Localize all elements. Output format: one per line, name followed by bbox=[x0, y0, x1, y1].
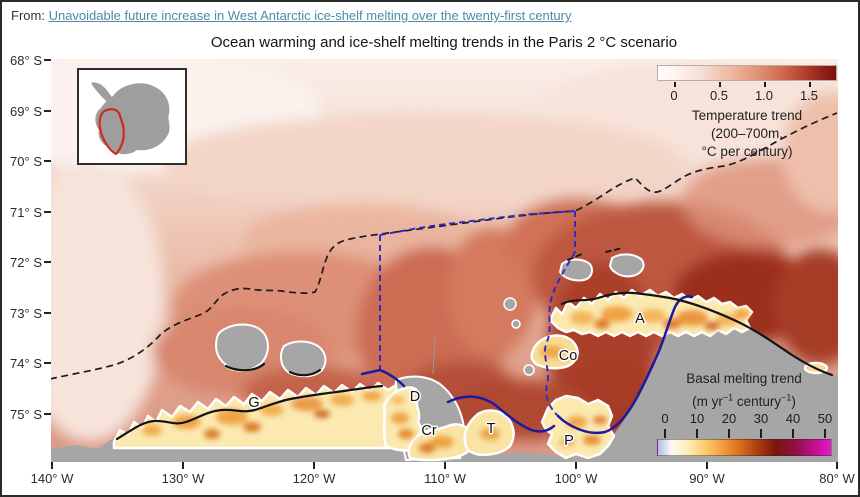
y-axis-label: 75° S bbox=[10, 407, 42, 422]
basal-legend-title: Basal melting trend (m yr−1 century−1) bbox=[686, 370, 802, 411]
basal-colorbar-tick bbox=[760, 429, 762, 438]
blue-dashed-study-box bbox=[379, 210, 576, 417]
map-canvas: G D Cr T P Co A bbox=[51, 59, 838, 462]
amundsen-sector-outline bbox=[98, 108, 125, 156]
label-abbot: A bbox=[635, 311, 645, 327]
basal-legend-line1: Basal melting trend bbox=[686, 371, 802, 386]
x-axis-label: 120° W bbox=[292, 471, 336, 486]
x-tick bbox=[706, 462, 708, 469]
x-tick bbox=[313, 462, 315, 469]
shelf-break-dashed-contour bbox=[51, 112, 838, 380]
island-embayment-3 bbox=[523, 364, 535, 376]
y-axis-label: 70° S bbox=[10, 154, 42, 169]
black-coastline bbox=[115, 247, 834, 441]
y-tick bbox=[44, 362, 51, 364]
y-axis-label: 73° S bbox=[10, 306, 42, 321]
label-pine-island: P bbox=[564, 433, 574, 449]
x-axis-label: 100° W bbox=[554, 471, 598, 486]
temperature-legend-title: Temperature trend (200–700m, °C per cent… bbox=[692, 107, 802, 161]
basal-tick-label: 10 bbox=[689, 411, 705, 426]
island-carney bbox=[279, 340, 327, 378]
temperature-tick-label: 0.5 bbox=[709, 88, 729, 103]
grounding-line-streak bbox=[432, 333, 436, 375]
temperature-legend-line1: Temperature trend bbox=[691, 108, 803, 123]
temperature-colorbar-tick bbox=[809, 82, 811, 87]
basal-melting-colorbar bbox=[657, 439, 832, 456]
label-thwaites: T bbox=[487, 421, 496, 437]
y-tick bbox=[44, 160, 51, 162]
y-tick bbox=[44, 312, 51, 314]
island-north-abbot-2 bbox=[608, 253, 645, 278]
temperature-tick-label: 1.0 bbox=[754, 88, 774, 103]
temperature-legend-line3: °C per century) bbox=[701, 144, 793, 159]
basal-unit-seg3: ) bbox=[791, 393, 796, 409]
label-crosson: Cr bbox=[421, 423, 436, 439]
melt-mottling bbox=[142, 306, 750, 453]
basal-colorbar-tick bbox=[792, 429, 794, 438]
label-getz: G bbox=[248, 395, 259, 411]
basal-colorbar-tick bbox=[824, 429, 826, 438]
y-tick bbox=[44, 261, 51, 263]
temperature-colorbar-tick bbox=[674, 82, 676, 87]
x-axis-label: 80° W bbox=[819, 471, 855, 486]
y-tick bbox=[44, 211, 51, 213]
y-axis-label: 69° S bbox=[10, 104, 42, 119]
basal-colorbar-tick bbox=[696, 429, 698, 438]
temperature-legend-line2: (200–700m, bbox=[710, 126, 784, 141]
basal-tick-label: 20 bbox=[721, 411, 737, 426]
x-tick bbox=[575, 462, 577, 469]
y-axis-label: 72° S bbox=[10, 255, 42, 270]
island-siple bbox=[214, 323, 269, 372]
island-embayment-1 bbox=[503, 297, 517, 311]
x-axis-label: 90° W bbox=[689, 471, 725, 486]
figure-title: Ocean warming and ice-shelf melting tren… bbox=[210, 34, 678, 51]
basal-colorbar-tick bbox=[728, 429, 730, 438]
x-tick bbox=[444, 462, 446, 469]
basal-tick-label: 30 bbox=[753, 411, 769, 426]
basal-colorbar-tick bbox=[664, 429, 666, 438]
label-dotson: D bbox=[410, 389, 420, 405]
y-tick bbox=[44, 110, 51, 112]
antarctica-inset-map bbox=[77, 68, 187, 165]
article-link[interactable]: Unavoidable future increase in West Anta… bbox=[48, 8, 572, 23]
y-axis-label: 71° S bbox=[10, 205, 42, 220]
y-tick bbox=[44, 413, 51, 415]
x-axis-label: 130° W bbox=[161, 471, 205, 486]
island-embayment-2 bbox=[511, 319, 521, 329]
label-cosgrove: Co bbox=[559, 348, 578, 364]
x-axis-label: 140° W bbox=[30, 471, 74, 486]
temperature-tick-label: 0 bbox=[670, 88, 678, 103]
shelf-letter-labels: G D Cr T P Co A bbox=[247, 310, 647, 451]
islands bbox=[214, 253, 645, 378]
basal-unit-sup1: −1 bbox=[722, 392, 734, 402]
y-axis-label: 68° S bbox=[10, 53, 42, 68]
antarctica-inset-svg bbox=[91, 82, 170, 156]
blue-dashed-embayment-west bbox=[544, 251, 576, 417]
basal-unit-sup2: −1 bbox=[781, 392, 792, 402]
x-axis-label: 110° W bbox=[424, 471, 466, 486]
basal-legend-units: (m yr−1 century−1) bbox=[692, 392, 796, 409]
temperature-colorbar-tick bbox=[719, 82, 721, 87]
antarctic-peninsula bbox=[91, 82, 115, 104]
x-tick bbox=[836, 462, 838, 469]
basal-tick-label: 0 bbox=[661, 411, 669, 426]
x-tick bbox=[51, 462, 53, 469]
temperature-colorbar bbox=[657, 65, 837, 81]
breadcrumb: From: Unavoidable future increase in Wes… bbox=[11, 8, 571, 23]
land-ice-mask bbox=[51, 302, 838, 462]
blue-dashed-north-edge bbox=[379, 210, 576, 236]
basal-tick-label: 50 bbox=[817, 411, 833, 426]
navy-coastline bbox=[360, 295, 694, 435]
y-axis-label: 74° S bbox=[10, 356, 42, 371]
temperature-tick-label: 1.5 bbox=[799, 88, 819, 103]
temperature-colorbar-tick bbox=[764, 82, 766, 87]
basal-tick-label: 40 bbox=[785, 411, 801, 426]
basal-unit-seg2: century bbox=[733, 393, 782, 409]
x-tick bbox=[182, 462, 184, 469]
basal-unit-seg1: (m yr bbox=[692, 393, 723, 409]
map-plot: G D Cr T P Co A 0 0.5 1.0 1.5 bbox=[51, 59, 838, 462]
from-label: From: bbox=[11, 8, 45, 23]
y-tick bbox=[44, 59, 51, 61]
